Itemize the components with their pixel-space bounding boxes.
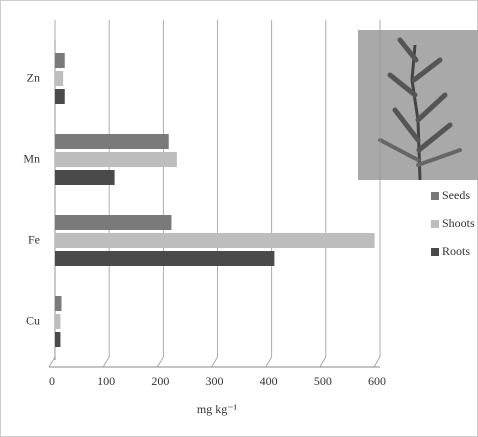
bar — [55, 134, 169, 149]
grid-line — [211, 20, 218, 368]
grid-line — [102, 20, 110, 368]
x-tick-label: 600 — [368, 374, 386, 388]
x-axis-label: mg kg⁻¹ — [197, 402, 238, 416]
x-tick-label: 200 — [151, 374, 169, 388]
legend-swatch — [431, 248, 439, 256]
y-tick-label: Mn — [23, 151, 40, 165]
x-tick-label: 400 — [260, 374, 278, 388]
legend-label: Seeds — [442, 188, 470, 202]
legend-label: Roots — [442, 244, 470, 258]
grid-line — [156, 20, 164, 368]
y-tick-label: Fe — [28, 232, 40, 246]
bar — [55, 332, 61, 347]
legend-swatch — [431, 220, 439, 228]
grid-line — [319, 20, 327, 368]
legend-label: Shoots — [442, 216, 475, 230]
grid-line — [373, 20, 381, 368]
bar — [55, 152, 177, 167]
bar — [55, 71, 64, 86]
bar — [55, 89, 65, 104]
x-tick-label: 300 — [206, 374, 224, 388]
bar — [55, 53, 65, 68]
bar — [55, 251, 275, 266]
grid-line — [48, 20, 56, 368]
y-tick-label: Cu — [26, 313, 40, 327]
plant-photo — [358, 30, 478, 181]
bar — [55, 314, 61, 329]
y-tick-label: Zn — [27, 70, 40, 84]
grid-line — [265, 20, 273, 368]
bar — [55, 296, 62, 311]
bar — [55, 215, 172, 230]
bar — [55, 233, 375, 248]
bar — [55, 170, 115, 185]
x-tick-label: 500 — [314, 374, 332, 388]
x-tick-label: 0 — [49, 374, 55, 388]
x-tick-label: 100 — [97, 374, 115, 388]
legend-swatch — [431, 192, 439, 200]
